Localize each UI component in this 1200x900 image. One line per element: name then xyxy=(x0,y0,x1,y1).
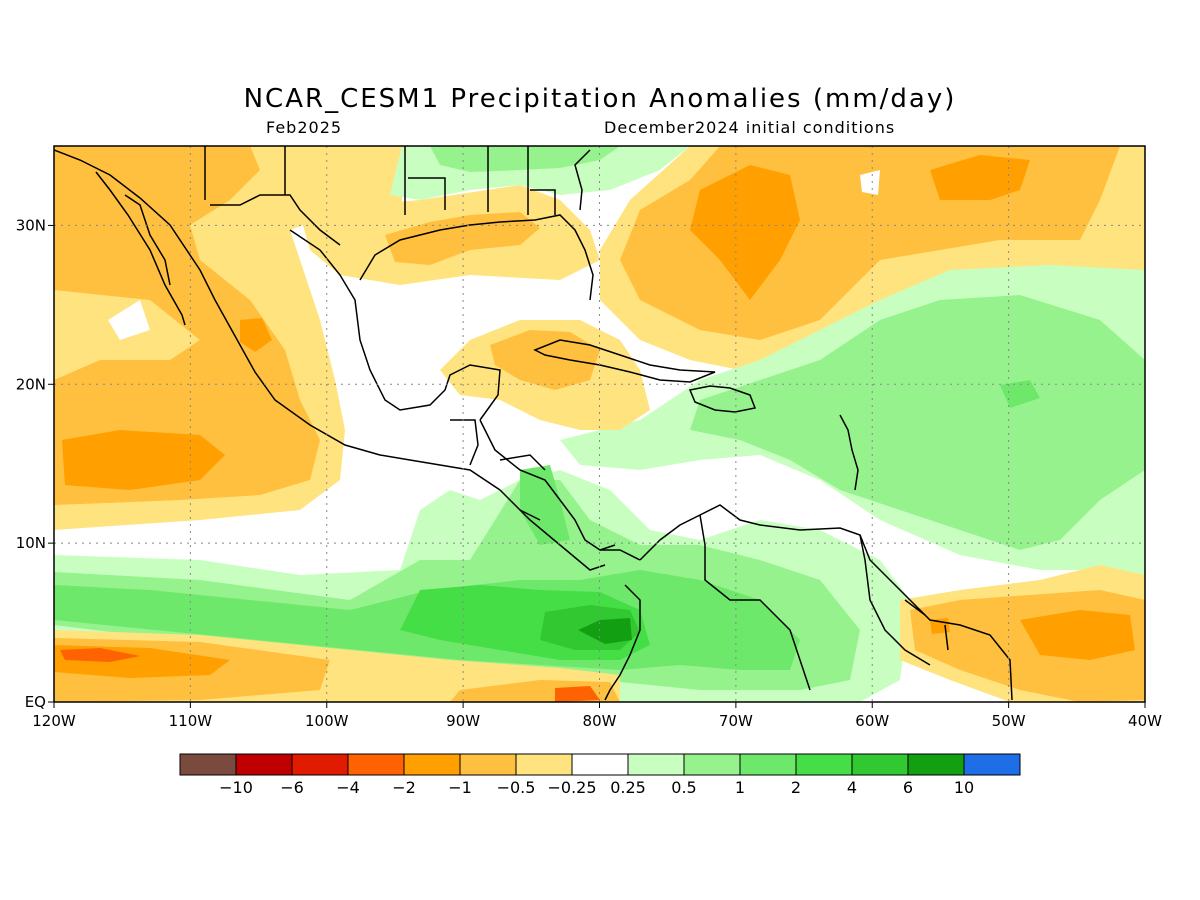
anomaly-field xyxy=(54,146,1145,702)
colorbar-swatch xyxy=(235,753,293,776)
colorbar-swatch xyxy=(739,753,797,776)
coastline-central-america-caribbean xyxy=(479,419,641,561)
anomaly-wet-epac-core-5 xyxy=(578,618,632,644)
colorbar-swatch xyxy=(683,753,741,776)
anomaly-dry-equatorial-east-core xyxy=(555,686,600,702)
colorbar-swatch xyxy=(515,753,573,776)
lon-tick-label: 40W xyxy=(1128,712,1162,730)
coastline-us-gulf xyxy=(359,149,594,301)
anomaly-dry-atlantic-core-3 xyxy=(930,155,1030,200)
border-us-states xyxy=(204,146,556,215)
anomaly-dry-pacific-core-2 xyxy=(62,430,225,490)
lon-tick-label: 80W xyxy=(583,712,617,730)
anomaly-dry-gulf-coast-core xyxy=(385,212,540,265)
colorbar-label: −2 xyxy=(392,778,416,797)
lon-tick-label: 60W xyxy=(855,712,889,730)
axis-ticks: 120W 110W 100W 90W 80W 70W 60W 50W 40W EQ 10N 20N 30… xyxy=(16,216,1162,730)
anomaly-wet-caribbean-south xyxy=(520,465,570,545)
colorbar-swatch xyxy=(571,753,629,776)
lon-tick-label: 110W xyxy=(169,712,213,730)
colorbar-swatch xyxy=(627,753,685,776)
lat-tick-label: EQ xyxy=(25,693,46,711)
gridlines xyxy=(54,146,1145,702)
anomaly-dry-atlantic-core-2 xyxy=(690,165,800,300)
coastline-gulf-of-mexico xyxy=(289,229,501,421)
colorbar-label: −6 xyxy=(280,778,304,797)
colorbar-label: 4 xyxy=(847,778,857,797)
colorbar-swatch xyxy=(347,753,405,776)
colorbar-label: −0.25 xyxy=(547,778,596,797)
coastlines xyxy=(54,146,1013,701)
lon-tick-label: 90W xyxy=(446,712,480,730)
colorbar-label: 0.5 xyxy=(671,778,696,797)
colorbar-swatch xyxy=(963,753,1021,776)
colorbar-label: 1 xyxy=(735,778,745,797)
border-us-mexico xyxy=(210,194,341,246)
lat-tick-label: 10N xyxy=(16,534,46,552)
anomaly-wet-caribbean-core xyxy=(690,295,1145,550)
colorbar-label: −1 xyxy=(448,778,472,797)
valid-month-label: Feb2025 xyxy=(266,118,343,137)
map-title: NCAR_CESM1 Precipitation Anomalies (mm/d… xyxy=(243,84,957,114)
lon-tick-label: 100W xyxy=(305,712,349,730)
colorbar-swatch xyxy=(179,753,237,776)
coastline-cuba xyxy=(533,339,716,383)
colorbar-label: 2 xyxy=(791,778,801,797)
lat-tick-label: 20N xyxy=(16,375,46,393)
lon-tick-label: 120W xyxy=(32,712,76,730)
colorbar-label: −0.5 xyxy=(497,778,536,797)
anomaly-white-hole-atlantic xyxy=(860,170,880,195)
colorbar-label: 6 xyxy=(903,778,913,797)
colorbar-swatch xyxy=(403,753,461,776)
colorbar-swatch xyxy=(907,753,965,776)
anomaly-wet-pacific-west xyxy=(54,588,130,615)
colorbar-swatch xyxy=(851,753,909,776)
anomaly-dry-pacific-north-core xyxy=(54,146,320,505)
anomaly-dry-equatorial-core-3 xyxy=(60,648,140,662)
colorbar-label: −10 xyxy=(219,778,253,797)
coastline-lesser-antilles xyxy=(839,414,859,491)
coastline-south-america-north xyxy=(639,504,1013,701)
colorbar: −10 −6 −4 −2 −1 −0.5 −0.25 0.25 0.5 1 2 4 6 10 xyxy=(179,753,1021,797)
anomaly-dry-mexico-small xyxy=(240,318,272,352)
border-central-america xyxy=(450,419,949,691)
colorbar-label: 10 xyxy=(954,778,974,797)
coastline-south-america-pacific xyxy=(604,584,641,701)
colorbar-swatch xyxy=(291,753,349,776)
anomaly-white-hole-pacific xyxy=(108,300,150,340)
coastline-baja xyxy=(95,171,186,326)
init-conditions-label: December2024 initial conditions xyxy=(604,118,896,137)
colorbar-label: 0.25 xyxy=(610,778,646,797)
colorbar-swatch xyxy=(795,753,853,776)
anomaly-dry-guianas-core-2 xyxy=(1020,610,1135,660)
anomaly-wet-se-us-core xyxy=(430,146,620,172)
anomaly-dry-cuba-core xyxy=(490,330,600,390)
colorbar-swatch xyxy=(459,753,517,776)
colorbar-label: −4 xyxy=(336,778,360,797)
lon-tick-label: 50W xyxy=(992,712,1026,730)
lon-tick-label: 70W xyxy=(719,712,753,730)
lat-tick-label: 30N xyxy=(16,216,46,234)
anomaly-wet-caribbean-core-2 xyxy=(1000,380,1040,408)
coastline-hispaniola xyxy=(688,385,757,413)
